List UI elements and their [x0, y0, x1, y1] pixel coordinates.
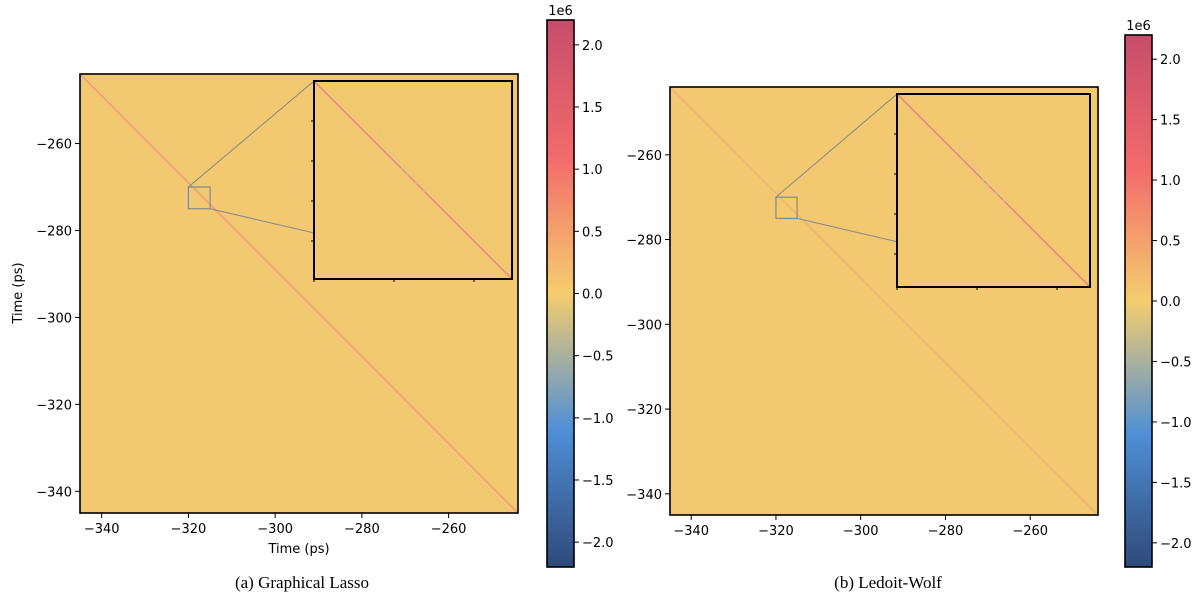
- inset-frame: [896, 93, 1091, 288]
- inset-speckle: [995, 190, 1000, 195]
- inset-speckle: [985, 182, 990, 187]
- x-axis-ticks: −340 −320 −300 −280 −260: [673, 515, 1048, 539]
- inset-speckle: [975, 169, 981, 174]
- y-axis-ticks: −260 −280 −300 −320 −340: [626, 149, 670, 503]
- inset-connector-line: [775, 93, 898, 198]
- colorbar-tick-label: −1.5: [1160, 476, 1192, 491]
- y-tick-label: −340: [36, 485, 72, 500]
- inset-speckle: [958, 141, 963, 147]
- inset-speckle: [394, 158, 400, 163]
- panel-caption: (b) Ledoit-Wolf: [834, 573, 942, 592]
- inset-speckle: [400, 165, 406, 171]
- zoom-inset: [894, 93, 1091, 290]
- colorbar-multiplier: 1e6: [1126, 19, 1151, 34]
- colorbar-tick-label: −2.0: [582, 536, 614, 551]
- x-tick-label: −260: [1012, 524, 1048, 539]
- colorbar: 2.0 1.5 1.0 0.5 0.0 −0.5 −1.0 −1.5 −2.0: [1124, 34, 1192, 568]
- diagonal-band: [669, 86, 1099, 516]
- inset-speckle: [1002, 197, 1008, 203]
- x-tick-label: −300: [257, 522, 293, 537]
- colorbar-tick-label: 1.0: [582, 163, 603, 178]
- colorbar-tick-label: 0.5: [582, 225, 603, 240]
- inset-speckle: [414, 179, 420, 185]
- y-tick-label: −280: [36, 224, 72, 239]
- x-tick-label: −280: [928, 524, 964, 539]
- panel-ledoit-wolf: −340 −320 −300 −280 −260 −260−280−300−320−34…: [626, 19, 1191, 592]
- y-tick-label: −260: [626, 149, 662, 164]
- inset-frame: [313, 80, 513, 280]
- colorbar-tick-label: −0.5: [1160, 355, 1192, 370]
- colorbar-tick-label: −2.0: [1160, 537, 1192, 552]
- colorbar-tick-label: 1.5: [1160, 114, 1181, 129]
- x-tick-label: −320: [758, 524, 794, 539]
- inset-speckle: [964, 157, 969, 162]
- colorbar-tick-label: 1.0: [1160, 174, 1181, 189]
- colorbar-tick-label: 0.0: [1160, 295, 1181, 310]
- y-tick-label: −260: [36, 138, 72, 153]
- inset-speckle: [383, 146, 388, 151]
- colorbar-tick-label: 0.5: [1160, 235, 1181, 250]
- x-tick-label: −340: [673, 524, 709, 539]
- y-tick-label: −300: [36, 311, 72, 326]
- zoom-inset: [311, 80, 513, 282]
- colorbar-gradient: [546, 19, 575, 568]
- x-axis-label: Time (ps): [267, 542, 329, 557]
- colorbar-tick-label: −1.0: [582, 412, 614, 427]
- colorbar-tick-label: −0.5: [582, 350, 614, 365]
- x-tick-label: −300: [843, 524, 879, 539]
- inset-speckle: [981, 176, 987, 182]
- x-tick-label: −320: [171, 522, 207, 537]
- colorbar-tick-label: −1.5: [582, 474, 614, 489]
- inset-speckle: [391, 152, 396, 157]
- plot-frame: [669, 86, 1099, 516]
- y-axis-label: Time (ps): [11, 262, 26, 324]
- y-tick-label: −300: [626, 318, 662, 333]
- colorbar-tick-label: 1.5: [582, 101, 603, 116]
- colorbar-tick-label: 0.0: [582, 288, 603, 303]
- inset-speckle: [404, 171, 410, 177]
- x-tick-label: −280: [344, 522, 380, 537]
- inset-connector-line: [188, 80, 315, 188]
- panel-caption: (a) Graphical Lasso: [235, 573, 369, 592]
- y-tick-label: −280: [626, 234, 662, 249]
- inset-speckle: [972, 163, 977, 168]
- inset-speckle: [377, 130, 382, 135]
- colorbar-tick-label: −1.0: [1160, 416, 1192, 431]
- y-tick-label: −320: [626, 403, 662, 418]
- diagonal-band: [79, 73, 519, 514]
- x-tick-label: −340: [84, 522, 120, 537]
- colorbar-multiplier: 1e6: [548, 4, 573, 19]
- y-tick-label: −340: [626, 488, 662, 503]
- plot-frame: [79, 73, 519, 514]
- inset-diagonal: [313, 80, 513, 280]
- y-tick-label: −320: [36, 398, 72, 413]
- inset-diagonal: [896, 93, 1091, 288]
- x-axis-ticks: −340 −320 −300 −280 −260: [84, 513, 467, 537]
- zoom-source-box: [775, 196, 798, 219]
- colorbar-tick-label: 2.0: [1160, 53, 1181, 68]
- x-tick-label: −260: [431, 522, 467, 537]
- inset-speckle: [422, 187, 428, 193]
- panel-graphical-lasso: −340 −320 −300 −280 −260 −260−280−300−320−34…: [11, 4, 614, 592]
- zoom-source-box: [187, 186, 211, 210]
- y-axis-ticks: −260 −280 −300 −320 −340: [36, 138, 80, 500]
- colorbar-tick-label: 2.0: [582, 39, 603, 54]
- colorbar-gradient: [1124, 34, 1153, 568]
- colorbar: 2.0 1.5 1.0 0.5 0.0 −0.5 −1.0 −1.5 −2.0: [546, 19, 614, 568]
